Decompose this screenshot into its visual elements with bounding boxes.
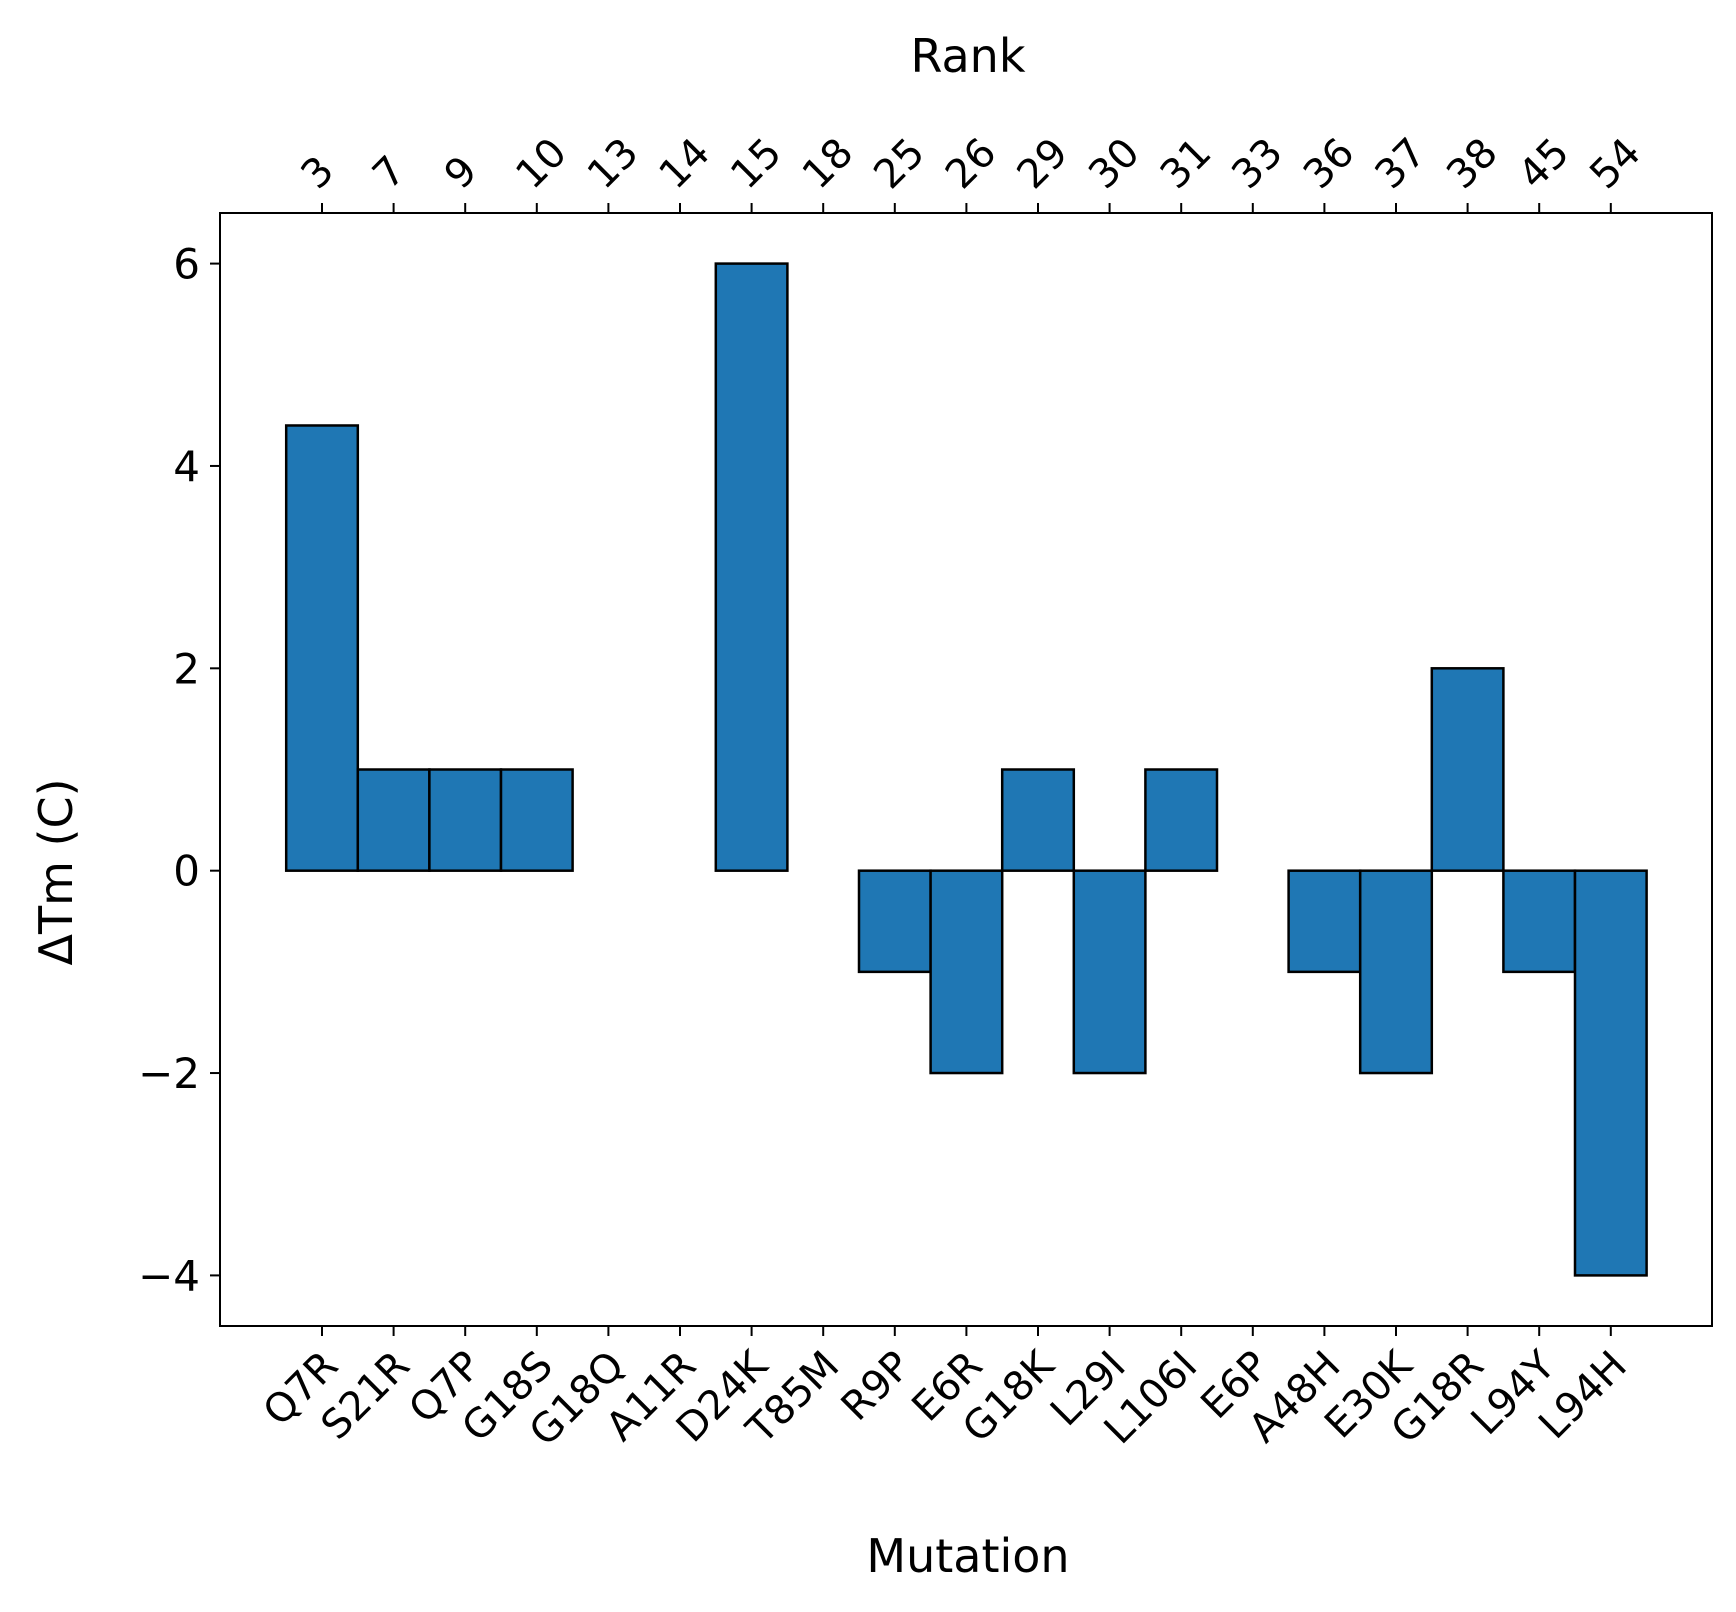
top-tick-label: 25 bbox=[865, 130, 934, 199]
bar-s21r bbox=[356, 768, 431, 872]
top-tick-label: 54 bbox=[1581, 130, 1650, 199]
top-tick-label: 18 bbox=[794, 130, 863, 199]
bar-l29i bbox=[1072, 869, 1147, 1075]
top-tick-label: 36 bbox=[1295, 130, 1364, 199]
top-tick-label: 30 bbox=[1080, 130, 1149, 199]
top-tick-label: 9 bbox=[436, 148, 487, 199]
x-tick-label: R9P bbox=[833, 1343, 920, 1430]
bar-d24k bbox=[714, 262, 789, 872]
bar-l106i bbox=[1144, 768, 1219, 872]
top-tick-label: 14 bbox=[651, 130, 720, 199]
y-tick-label: 2 bbox=[173, 644, 200, 693]
y-tick-label: 6 bbox=[173, 240, 200, 289]
x-axis-label: Mutation bbox=[866, 1529, 1069, 1583]
top-tick-label: 37 bbox=[1367, 130, 1436, 199]
bar-l94h bbox=[1573, 869, 1648, 1277]
bar-e30k bbox=[1358, 869, 1434, 1075]
bar-g18r bbox=[1430, 667, 1505, 872]
bar-r9p bbox=[857, 869, 932, 974]
top-tick-label: 3 bbox=[293, 148, 344, 199]
top-tick-label: 45 bbox=[1510, 130, 1579, 199]
x-axis-ticks: Q7RS21RQ7PG18SG18QA11RD24KT85MR9PE6RG18K… bbox=[255, 1326, 1636, 1455]
top-tick-label: 38 bbox=[1438, 130, 1507, 199]
top-tick-label: 26 bbox=[937, 130, 1006, 199]
bar-l94y bbox=[1502, 869, 1577, 974]
top-axis-label: Rank bbox=[911, 29, 1026, 83]
bar-g18s bbox=[499, 768, 574, 872]
top-tick-label: 33 bbox=[1223, 130, 1292, 199]
top-tick-label: 13 bbox=[579, 130, 648, 199]
y-axis-label: ΔTm (C) bbox=[29, 778, 83, 965]
y-tick-label: −4 bbox=[138, 1251, 200, 1300]
top-tick-label: 10 bbox=[507, 130, 576, 199]
y-tick-label: 0 bbox=[173, 847, 200, 896]
top-tick-label: 31 bbox=[1152, 130, 1221, 199]
top-tick-label: 29 bbox=[1009, 130, 1078, 199]
bar-q7p bbox=[428, 768, 503, 872]
y-tick-label: −2 bbox=[138, 1049, 200, 1098]
bar-e6r bbox=[929, 869, 1004, 1075]
top-tick-label: 15 bbox=[722, 130, 791, 199]
bar-g18k bbox=[1000, 768, 1076, 872]
bar-a48h bbox=[1287, 869, 1362, 974]
bars-group bbox=[284, 262, 1648, 1277]
bar-q7r bbox=[284, 424, 360, 872]
y-axis-ticks: −4 −2 0 2 4 6 bbox=[138, 240, 220, 1300]
top-tick-label: 7 bbox=[364, 148, 415, 199]
y-tick-label: 4 bbox=[173, 442, 200, 491]
top-axis-ticks: 3 7 9 10 13 14 15 18 25 26 29 30 31 33 36 37 38 45 54 bbox=[293, 130, 1650, 213]
